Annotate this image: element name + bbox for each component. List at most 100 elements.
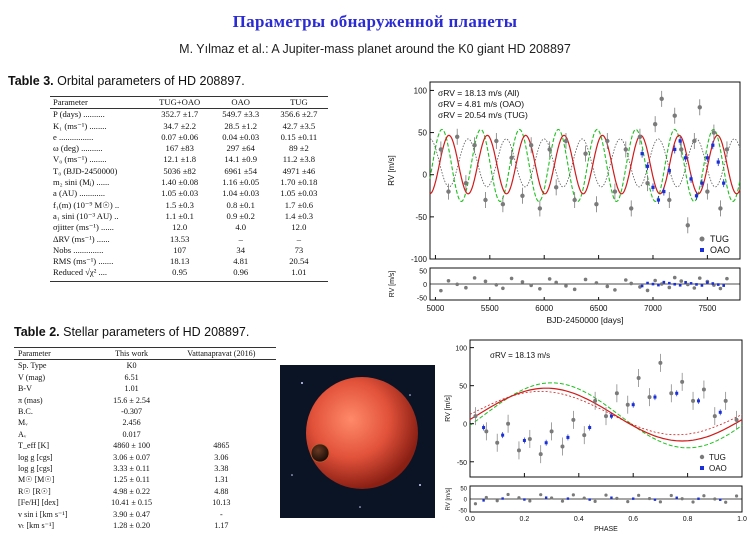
table-row: v sin i [km s⁻¹] 3.90 ± 0.47 - <box>14 509 276 520</box>
fit-curve-all <box>429 134 741 195</box>
table2-value-cell: -0.307 <box>121 407 143 417</box>
table3-value-cell: 13.53 <box>170 233 190 244</box>
residual-point-oao <box>673 282 677 286</box>
residual-y-axis-label: RV [m/s] <box>446 487 452 510</box>
data-point-tug <box>495 440 500 445</box>
rv-phase-plot: 100 50 0 -50 50 0 -50 0.0 0.2 0.4 0.6 0.8 1.0 PHASE RV… <box>445 339 747 533</box>
data-point-tug <box>509 155 514 161</box>
planet-sphere <box>306 377 418 489</box>
y-axis-label: RV [m/s] <box>387 155 396 186</box>
residual-point-tug <box>725 276 729 281</box>
table-row: σjitter (ms⁻¹) ...... 12.0 4.0 12.0 <box>50 222 328 233</box>
table2-value-cell: 10.41 ± 0.15 <box>111 498 153 508</box>
table2-value-cell <box>167 395 276 406</box>
table-row: Aᵥ 0.017 <box>14 429 276 440</box>
star <box>409 394 411 396</box>
residual-point-oao <box>566 497 570 500</box>
residual-point-oao <box>651 282 655 286</box>
data-point-tug <box>483 197 488 203</box>
table-row: m₂ sini (Mⱼ) ...... 1.40 ±0.08 1.16 ±0.05 1… <box>50 177 328 188</box>
data-point-oao <box>651 185 655 189</box>
residual-point-tug <box>539 493 543 497</box>
table2-value-cell <box>167 372 276 383</box>
residual-point-oao <box>675 496 678 499</box>
star <box>291 474 293 476</box>
table3-value-cell: 5036 ±82 <box>163 165 197 176</box>
residual-tick-label: 50 <box>419 269 427 276</box>
table2-value-cell <box>167 429 276 440</box>
x-tick-label: 6000 <box>535 304 553 313</box>
table2-param-cell: Mᵥ <box>18 418 28 428</box>
table3-value-cell: 4.81 <box>233 256 249 267</box>
table-row: P (days) .......... 352.7 ±1.7 549.7 ±3.3 3… <box>50 109 328 121</box>
data-point-tug <box>697 105 702 110</box>
residual-point-tug <box>697 276 702 280</box>
residual-point-oao <box>700 284 704 287</box>
residual-point-tug <box>613 288 617 292</box>
data-point-tug <box>612 189 618 194</box>
table2-param-cell: Sp. Type <box>18 361 47 371</box>
residual-point-oao <box>695 283 698 286</box>
table3-value-cell: 0.07 ±0.06 <box>161 131 199 142</box>
residual-point-oao <box>706 281 709 284</box>
residual-point-tug <box>528 499 532 503</box>
table-row: f₁(m) (10⁻⁹ M☉) .. 1.5 ±0.3 0.8 ±0.1 1.7 ±0… <box>50 200 328 211</box>
table-row: T_eff [K] 4860 ± 100 4865 <box>14 440 276 451</box>
table3-bottom-rule <box>50 280 328 282</box>
table2-param-cell: log g [cgs] <box>18 464 53 474</box>
table3-value-cell: 1.01 <box>291 267 307 278</box>
table3-value-cell: 549.7 ±3.3 <box>222 109 260 120</box>
data-point-tug <box>680 379 685 384</box>
sigma-legend-line: σRV = 18.13 m/s <box>490 351 550 360</box>
data-point-tug <box>560 444 565 449</box>
residual-point-tug <box>501 286 505 291</box>
table2-param-cell: T_eff [K] <box>18 441 50 451</box>
legend-marker-oao <box>700 466 704 470</box>
legend-marker-tug <box>699 454 705 460</box>
fit-curve-tug <box>429 128 741 202</box>
paper-subtitle: M. Yılmaz et al.: A Jupiter-mass planet … <box>179 42 571 56</box>
table3-header-cell: TUG+OAO <box>159 97 201 107</box>
x-tick-label: 1.0 <box>737 516 747 523</box>
data-point-tug <box>528 143 534 148</box>
y-tick-label: 0 <box>463 422 467 429</box>
table-row: Sp. Type K0 <box>14 360 276 372</box>
residual-point-oao <box>544 496 548 499</box>
data-point-oao <box>482 426 486 430</box>
data-point-tug <box>652 121 658 127</box>
table-row: e ................ 0.07 ±0.06 0.04 ±0.03 0.… <box>50 132 328 143</box>
table3-value-cell: 11.2 ±3.8 <box>282 154 316 165</box>
table-row: π (mas) 15.6 ± 2.54 <box>14 395 276 406</box>
table3-value-cell: 34 <box>236 244 245 255</box>
data-point-tug <box>701 387 706 392</box>
y-tick-label: -100 <box>411 255 428 264</box>
table3-value-cell: 89 ±2 <box>289 143 309 154</box>
table3-param-cell: ω (deg) .......... <box>53 143 103 154</box>
sigma-legend-line: σRV = 20.54 m/s (TUG) <box>438 110 528 120</box>
legend-label-oao: OAO <box>710 245 730 255</box>
residual-point-tug <box>560 499 565 503</box>
table-row: [Fe/H] [dex] 10.41 ± 0.15 10.13 <box>14 497 276 508</box>
data-point-tug <box>527 436 532 441</box>
y-tick-label: 100 <box>414 86 428 95</box>
data-point-oao <box>522 438 526 442</box>
residual-point-oao <box>523 498 526 501</box>
data-point-tug <box>685 223 690 228</box>
table-row: ΔRV (ms⁻¹) ...... 13.53 – – <box>50 234 328 245</box>
plot-frame <box>429 81 741 260</box>
data-point-tug <box>629 206 634 211</box>
data-point-oao <box>689 177 693 181</box>
residual-point-tug <box>679 279 684 283</box>
data-point-oao <box>662 189 666 194</box>
data-point-oao <box>667 168 671 173</box>
residual-point-tug <box>520 280 525 284</box>
data-point-tug <box>484 429 489 434</box>
table3-value-cell: 1.4 ±0.3 <box>284 210 314 221</box>
table-row: a (AU) ............ 1.05 ±0.03 1.04 ±0.03 1… <box>50 188 328 199</box>
residual-point-tug <box>680 497 684 501</box>
table3-param-cell: a (AU) ............ <box>53 188 106 199</box>
residual-point-tug <box>484 495 488 500</box>
table2-value-cell: K0 <box>126 361 137 371</box>
star <box>419 484 421 486</box>
table2-header-cell: This work <box>115 349 149 358</box>
